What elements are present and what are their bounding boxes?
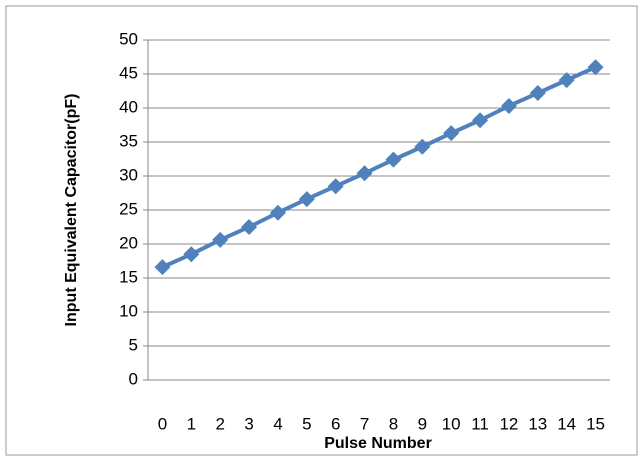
x-tick-label: 4 [273, 414, 282, 433]
x-tick-label: 10 [442, 414, 461, 433]
chart-frame [5, 5, 638, 456]
x-tick-label: 12 [499, 414, 518, 433]
x-tick-label: 9 [418, 414, 427, 433]
marker [472, 112, 489, 129]
y-tick-label: 50 [119, 29, 138, 48]
marker [327, 178, 344, 195]
x-tick-label: 1 [187, 414, 196, 433]
y-tick-label: 20 [119, 233, 138, 252]
x-tick-label: 7 [360, 414, 369, 433]
y-tick-label: 45 [119, 63, 138, 82]
y-tick-label: 40 [119, 97, 138, 116]
marker [183, 246, 200, 263]
x-tick-label: 2 [215, 414, 224, 433]
marker [558, 72, 575, 89]
marker [241, 219, 258, 235]
y-tick-label: 15 [119, 267, 138, 286]
y-tick-label: 5 [129, 335, 138, 354]
marker [443, 125, 460, 142]
x-tick-label: 14 [557, 414, 576, 433]
marker [212, 231, 229, 248]
x-tick-label: 15 [586, 414, 605, 433]
y-tick-label: 0 [129, 369, 138, 388]
x-tick-label: 6 [331, 414, 340, 433]
marker [529, 85, 546, 102]
marker [298, 191, 315, 208]
marker [587, 59, 604, 76]
marker [154, 259, 171, 276]
marker [500, 97, 517, 114]
x-axis-title: Pulse Number [324, 435, 432, 452]
y-tick-label: 10 [119, 301, 138, 320]
marker [414, 138, 431, 155]
x-tick-label: 5 [302, 414, 311, 433]
series-line [161, 65, 597, 269]
x-tick-label: 11 [471, 414, 489, 433]
marker [269, 204, 286, 221]
marker [385, 151, 402, 168]
y-tick-label: 35 [119, 131, 138, 150]
x-tick-label: 3 [244, 414, 253, 433]
x-tick-label: 0 [158, 414, 167, 433]
y-tick-label: 30 [119, 165, 138, 184]
y-tick-label: 25 [119, 199, 138, 218]
y-axis-title: Input Equivalent Capacitor(pF) [63, 94, 80, 327]
marker [356, 165, 373, 182]
x-tick-label: 8 [389, 414, 398, 433]
x-tick-label: 13 [528, 414, 547, 433]
